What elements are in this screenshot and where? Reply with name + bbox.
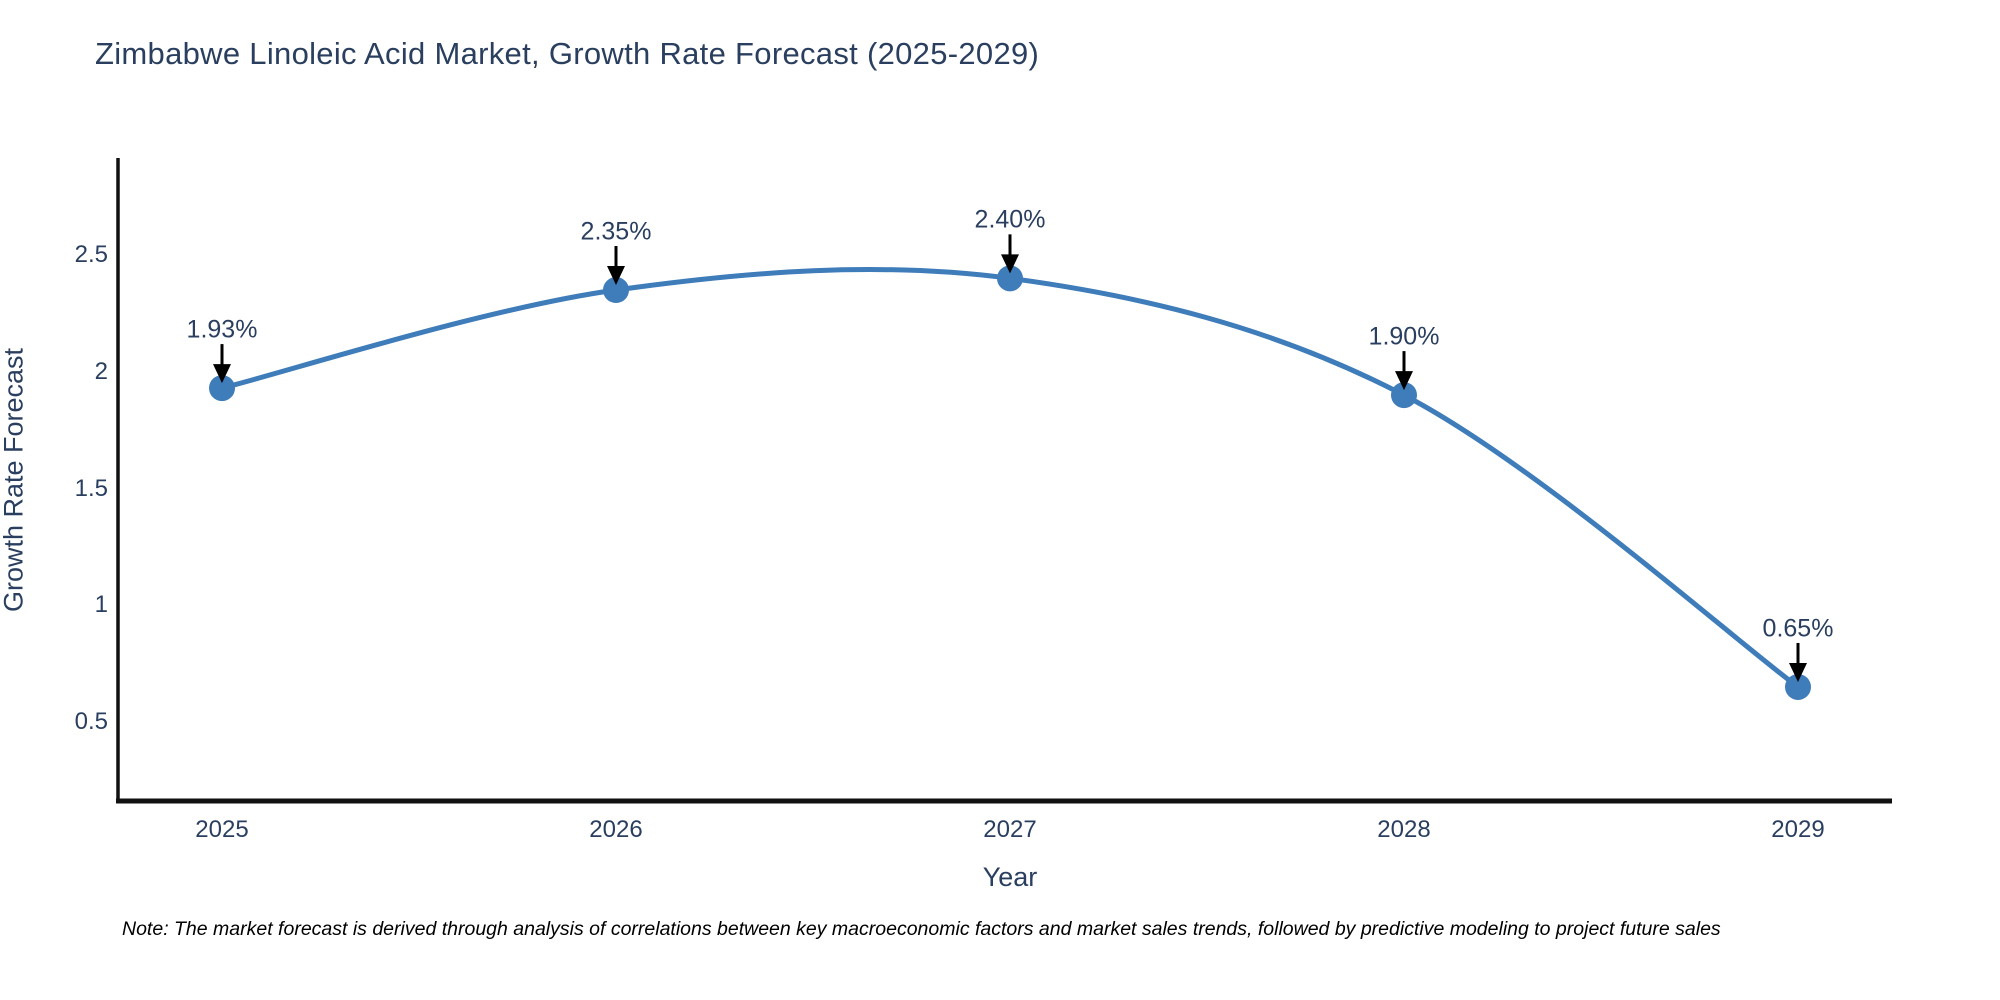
y-tick-label: 1.5 <box>74 474 108 502</box>
annotation-arrowhead-icon <box>213 364 231 384</box>
data-point-marker <box>209 375 235 402</box>
annotation-arrowhead-icon <box>1789 662 1807 682</box>
x-tick-label: 2026 <box>589 816 643 843</box>
data-point-marker <box>1391 382 1417 409</box>
point-annotation-label: 1.90% <box>1368 322 1440 351</box>
y-tick-label: 1 <box>94 591 108 619</box>
x-tick-label: 2029 <box>1771 816 1825 843</box>
point-annotation-label: 2.35% <box>580 217 652 246</box>
point-annotation-label: 1.93% <box>186 315 258 344</box>
data-point-marker <box>603 277 629 304</box>
annotation-arrowhead-icon <box>607 266 625 286</box>
y-tick-label: 2.5 <box>74 241 108 268</box>
x-tick-label: 2027 <box>983 816 1037 843</box>
chart-title: Zimbabwe Linoleic Acid Market, Growth Ra… <box>95 36 1040 71</box>
y-axis-title: Growth Rate Forecast <box>0 347 29 613</box>
data-point-marker <box>1785 673 1811 700</box>
point-annotation-label: 2.40% <box>974 205 1046 234</box>
x-tick-label: 2028 <box>1377 816 1431 843</box>
x-tick-label: 2025 <box>195 816 249 843</box>
annotation-arrowhead-icon <box>1001 254 1019 274</box>
x-axis-title: Year <box>982 862 1038 892</box>
data-point-marker <box>997 265 1023 292</box>
chart-footnote: Note: The market forecast is derived thr… <box>122 918 1721 940</box>
y-tick-label: 2 <box>94 357 108 385</box>
forecast-line <box>221 267 1800 689</box>
point-annotation-label: 0.65% <box>1762 614 1834 643</box>
annotation-arrowhead-icon <box>1395 371 1413 391</box>
y-tick-label: 0.5 <box>74 708 108 735</box>
